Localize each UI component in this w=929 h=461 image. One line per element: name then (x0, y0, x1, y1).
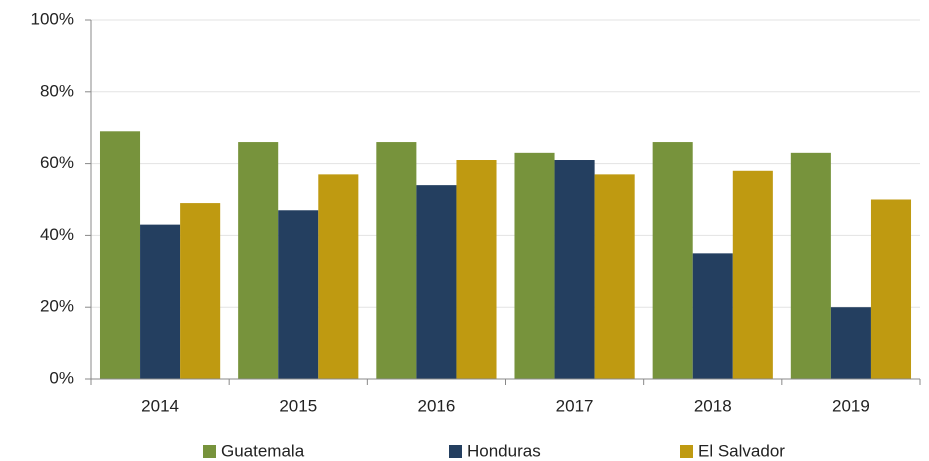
y-tick-label: 60% (40, 153, 74, 172)
bar (238, 142, 279, 379)
bar (416, 185, 457, 379)
legend-swatch (680, 445, 693, 458)
bar (870, 199, 912, 379)
bar (376, 142, 417, 379)
bar (99, 131, 141, 379)
x-tick-label: 2016 (418, 396, 456, 415)
bar (278, 210, 319, 379)
x-tick-label: 2018 (694, 396, 732, 415)
bar (514, 152, 555, 379)
bar (140, 224, 181, 379)
bar (456, 160, 497, 379)
bar (318, 174, 359, 379)
bar (594, 174, 635, 379)
bar (692, 253, 733, 379)
x-tick-label: 2014 (141, 396, 179, 415)
y-tick-label: 80% (40, 81, 74, 100)
bar (180, 203, 221, 379)
legend-swatch (449, 445, 462, 458)
bar (790, 152, 831, 379)
x-tick-label: 2015 (279, 396, 317, 415)
legend-label: Guatemala (221, 441, 305, 460)
legend-label: Honduras (467, 441, 541, 460)
bar (830, 307, 871, 379)
bar (732, 170, 773, 379)
bar (652, 142, 693, 379)
y-tick-label: 0% (49, 368, 74, 387)
y-tick-label: 100% (31, 9, 74, 28)
y-tick-label: 40% (40, 225, 74, 244)
x-tick-label: 2017 (556, 396, 594, 415)
legend-swatch (203, 445, 216, 458)
x-tick-label: 2019 (832, 396, 870, 415)
y-tick-label: 20% (40, 297, 74, 316)
legend-label: El Salvador (698, 441, 785, 460)
bar (554, 160, 595, 379)
